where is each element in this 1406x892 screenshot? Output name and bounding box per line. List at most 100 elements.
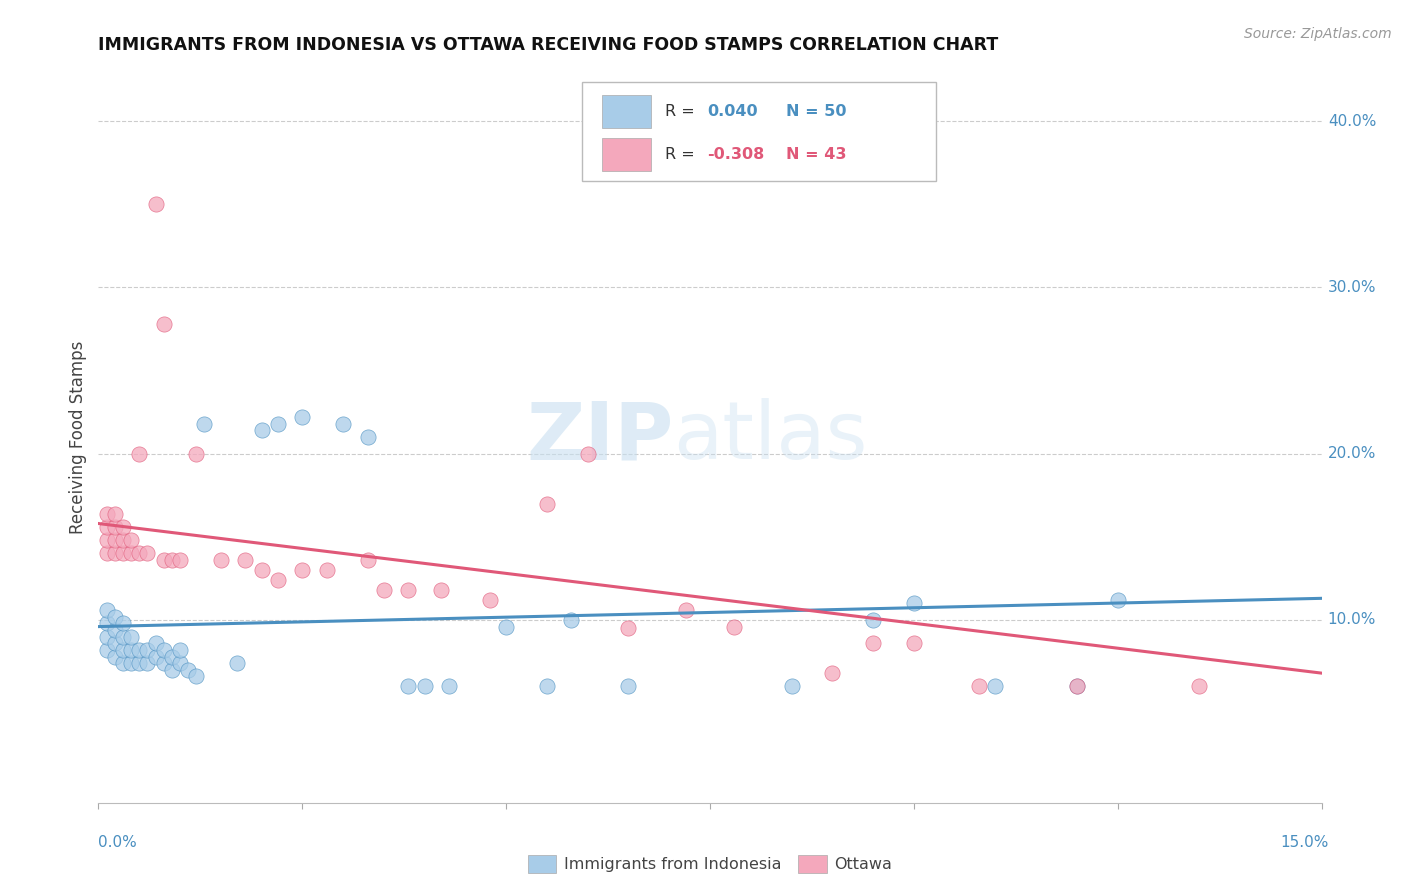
- Point: [193, 417, 215, 431]
- Point: [186, 669, 208, 683]
- Text: 10.0%: 10.0%: [1327, 613, 1376, 627]
- Point: [96, 630, 118, 644]
- Point: [128, 656, 150, 670]
- Point: [128, 643, 150, 657]
- Point: [576, 447, 599, 461]
- Point: [136, 546, 159, 560]
- Point: [169, 643, 191, 657]
- Point: [984, 680, 1007, 694]
- Point: [177, 663, 200, 677]
- Point: [96, 520, 118, 534]
- Legend: Immigrants from Indonesia, Ottawa: Immigrants from Indonesia, Ottawa: [522, 849, 898, 879]
- Point: [1066, 680, 1088, 694]
- Point: [675, 603, 697, 617]
- Point: [111, 643, 134, 657]
- Point: [250, 424, 273, 438]
- Text: R =: R =: [665, 147, 700, 162]
- Point: [96, 603, 118, 617]
- Point: [96, 533, 118, 548]
- Point: [104, 649, 127, 664]
- Point: [413, 680, 436, 694]
- Point: [145, 649, 167, 664]
- Point: [111, 520, 134, 534]
- Text: 30.0%: 30.0%: [1327, 280, 1376, 295]
- Point: [96, 507, 118, 521]
- FancyBboxPatch shape: [582, 82, 936, 181]
- Text: -0.308: -0.308: [707, 147, 765, 162]
- Point: [145, 636, 167, 650]
- Point: [250, 563, 273, 577]
- Point: [160, 553, 183, 567]
- FancyBboxPatch shape: [602, 138, 651, 170]
- Point: [120, 630, 142, 644]
- Point: [536, 497, 558, 511]
- Text: 15.0%: 15.0%: [1281, 836, 1329, 850]
- Point: [145, 197, 167, 211]
- Point: [96, 643, 118, 657]
- Point: [396, 680, 419, 694]
- Point: [291, 563, 314, 577]
- Point: [560, 613, 582, 627]
- Point: [104, 507, 127, 521]
- Point: [169, 656, 191, 670]
- Point: [111, 630, 134, 644]
- Point: [104, 533, 127, 548]
- Point: [186, 447, 208, 461]
- Point: [104, 623, 127, 637]
- Point: [226, 656, 249, 670]
- Point: [136, 643, 159, 657]
- Point: [96, 616, 118, 631]
- Point: [396, 582, 419, 597]
- Point: [128, 447, 150, 461]
- Point: [160, 649, 183, 664]
- Text: atlas: atlas: [673, 398, 868, 476]
- Text: R =: R =: [665, 104, 700, 120]
- Text: Source: ZipAtlas.com: Source: ZipAtlas.com: [1244, 27, 1392, 41]
- Point: [967, 680, 990, 694]
- Point: [430, 582, 453, 597]
- Point: [437, 680, 460, 694]
- Point: [160, 663, 183, 677]
- Point: [1188, 680, 1211, 694]
- Point: [111, 533, 134, 548]
- Point: [152, 643, 174, 657]
- Point: [373, 582, 395, 597]
- Point: [128, 546, 150, 560]
- Point: [495, 619, 517, 633]
- Point: [136, 656, 159, 670]
- Point: [536, 680, 558, 694]
- Point: [617, 680, 640, 694]
- Point: [152, 317, 174, 331]
- Point: [780, 680, 803, 694]
- Point: [152, 656, 174, 670]
- Point: [1107, 593, 1129, 607]
- Point: [120, 533, 142, 548]
- Point: [169, 553, 191, 567]
- Text: ZIP: ZIP: [526, 398, 673, 476]
- Point: [104, 520, 127, 534]
- Point: [267, 417, 290, 431]
- FancyBboxPatch shape: [602, 95, 651, 128]
- Point: [862, 613, 884, 627]
- Point: [104, 609, 127, 624]
- Text: IMMIGRANTS FROM INDONESIA VS OTTAWA RECEIVING FOOD STAMPS CORRELATION CHART: IMMIGRANTS FROM INDONESIA VS OTTAWA RECE…: [98, 36, 998, 54]
- Text: 40.0%: 40.0%: [1327, 114, 1376, 128]
- Point: [315, 563, 337, 577]
- Point: [356, 553, 378, 567]
- Point: [104, 636, 127, 650]
- Point: [862, 636, 884, 650]
- Point: [120, 643, 142, 657]
- Point: [332, 417, 354, 431]
- Text: 20.0%: 20.0%: [1327, 446, 1376, 461]
- Text: 0.0%: 0.0%: [98, 836, 138, 850]
- Point: [111, 656, 134, 670]
- Text: N = 50: N = 50: [786, 104, 846, 120]
- Point: [617, 621, 640, 635]
- Point: [111, 616, 134, 631]
- Point: [903, 596, 925, 610]
- Point: [821, 666, 844, 681]
- Point: [233, 553, 256, 567]
- Point: [267, 573, 290, 587]
- Point: [723, 619, 745, 633]
- Point: [120, 656, 142, 670]
